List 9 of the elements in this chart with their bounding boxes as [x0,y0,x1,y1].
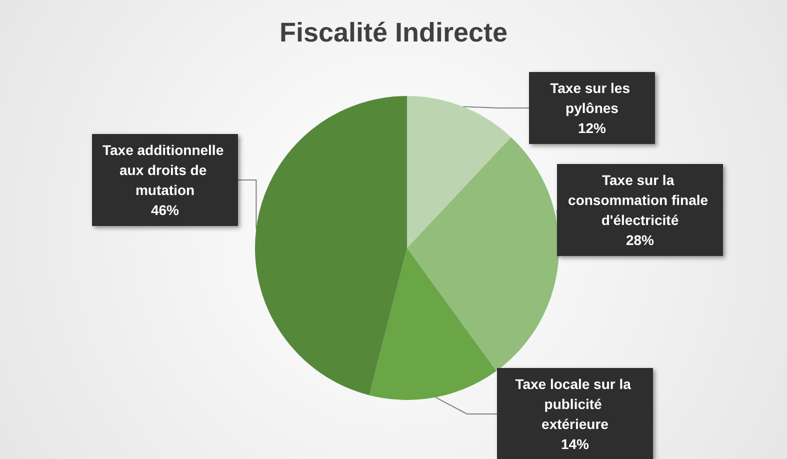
data-label: 28% [626,232,655,248]
slice-label: Taxe locale sur la publicité extérieure [515,376,635,432]
data-label: 46% [150,202,180,218]
data-label: 14% [560,436,590,452]
chart-title: Fiscalité Indirecte [279,18,508,48]
data-label: 12% [578,120,607,136]
slice-label: Taxe additionnelle aux droits de mutation [102,142,228,198]
slice-label: Taxe sur les pylônes [550,80,634,116]
slice-label: Taxe sur la consommation finale d'électricité [568,172,712,228]
